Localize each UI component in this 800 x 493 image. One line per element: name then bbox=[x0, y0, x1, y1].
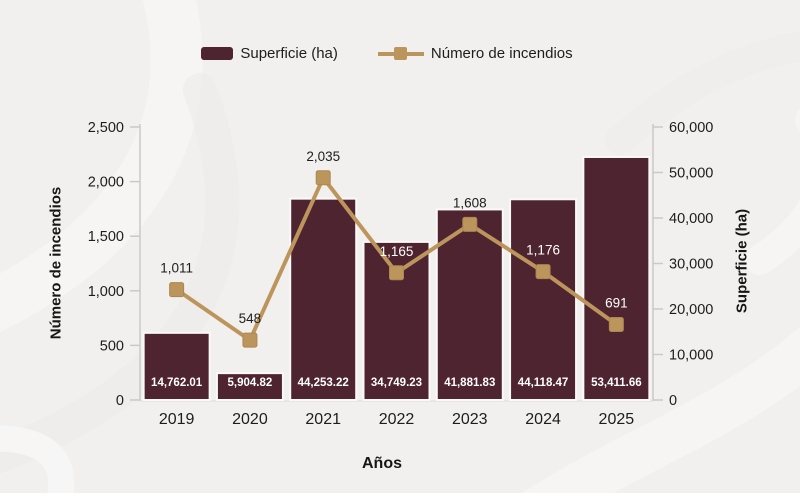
right-axis-title: Superficie (ha) bbox=[733, 208, 751, 314]
marker-2019[interactable] bbox=[169, 282, 185, 298]
bar-value-label-2024: 44,118.47 bbox=[518, 377, 569, 389]
bar-value-label-2025: 53,411.66 bbox=[591, 377, 642, 389]
marker-2023[interactable] bbox=[462, 216, 478, 232]
right-tick-label: 30,000 bbox=[669, 257, 713, 273]
legend-label-incendios: Número de incendios bbox=[430, 45, 573, 62]
bar-value-label-2021: 44,253.22 bbox=[298, 377, 349, 389]
bar-2024[interactable] bbox=[509, 198, 578, 401]
right-tick-label: 40,000 bbox=[669, 211, 713, 227]
x-tick-label-2023[interactable]: 2023 bbox=[452, 411, 488, 428]
x-tick-label-2019[interactable]: 2019 bbox=[159, 411, 195, 428]
bar-2025[interactable] bbox=[582, 155, 651, 401]
marker-2021[interactable] bbox=[315, 170, 331, 186]
x-tick-label-2025[interactable]: 2025 bbox=[599, 411, 635, 428]
bar-swatch-icon bbox=[201, 47, 234, 60]
x-tick-label-2024[interactable]: 2024 bbox=[525, 411, 561, 428]
line-value-label-2019: 1,011 bbox=[160, 261, 193, 276]
bar-value-label-2023: 41,881.83 bbox=[444, 377, 495, 389]
line-value-label-2025: 691 bbox=[605, 296, 628, 311]
legend-label-superficie: Superficie (ha) bbox=[240, 45, 338, 62]
right-tick-label: 0 bbox=[669, 393, 677, 409]
right-tick-label: 10,000 bbox=[669, 348, 713, 364]
bar-2020[interactable] bbox=[215, 372, 284, 401]
marker-2025[interactable] bbox=[608, 317, 624, 333]
chart-legend: Superficie (ha) Número de incendios bbox=[0, 45, 774, 62]
left-tick-label: 2,500 bbox=[88, 120, 124, 136]
line-marker-icon bbox=[377, 46, 424, 61]
bar-value-label-2019: 14,762.01 bbox=[151, 377, 203, 389]
bar-value-label-2020: 5,904.82 bbox=[228, 377, 273, 389]
bar-2019[interactable] bbox=[142, 331, 211, 401]
x-axis-title: Años bbox=[362, 455, 402, 472]
left-tick-label: 1,500 bbox=[88, 229, 124, 245]
line-value-label-2024: 1,176 bbox=[526, 243, 560, 258]
line-value-label-2021: 2,035 bbox=[306, 149, 340, 164]
right-tick-label: 50,000 bbox=[669, 166, 713, 182]
marker-2020[interactable] bbox=[242, 332, 258, 348]
x-tick-label-2020[interactable]: 2020 bbox=[232, 411, 268, 428]
bar-2021[interactable] bbox=[289, 197, 358, 401]
bar-value-label-2022: 34,749.23 bbox=[371, 377, 422, 389]
x-tick-label-2021[interactable]: 2021 bbox=[305, 411, 341, 428]
left-tick-label: 2,000 bbox=[88, 175, 124, 191]
legend-item-superficie[interactable]: Superficie (ha) bbox=[201, 45, 338, 62]
left-tick-label: 1,000 bbox=[88, 284, 124, 300]
line-value-label-2020: 548 bbox=[239, 311, 262, 326]
line-value-label-2022: 1,165 bbox=[380, 244, 414, 259]
left-tick-label: 0 bbox=[116, 393, 124, 409]
right-tick-label: 20,000 bbox=[669, 302, 713, 318]
left-tick-label: 500 bbox=[100, 338, 124, 354]
right-tick-label: 60,000 bbox=[669, 120, 713, 136]
marker-2024[interactable] bbox=[535, 264, 551, 280]
left-axis-title: Número de incendios bbox=[47, 186, 65, 340]
x-tick-label-2022[interactable]: 2022 bbox=[379, 411, 415, 428]
line-value-label-2023: 1,608 bbox=[453, 195, 487, 210]
marker-2022[interactable] bbox=[389, 265, 404, 281]
legend-item-incendios[interactable]: Número de incendios bbox=[377, 45, 573, 62]
